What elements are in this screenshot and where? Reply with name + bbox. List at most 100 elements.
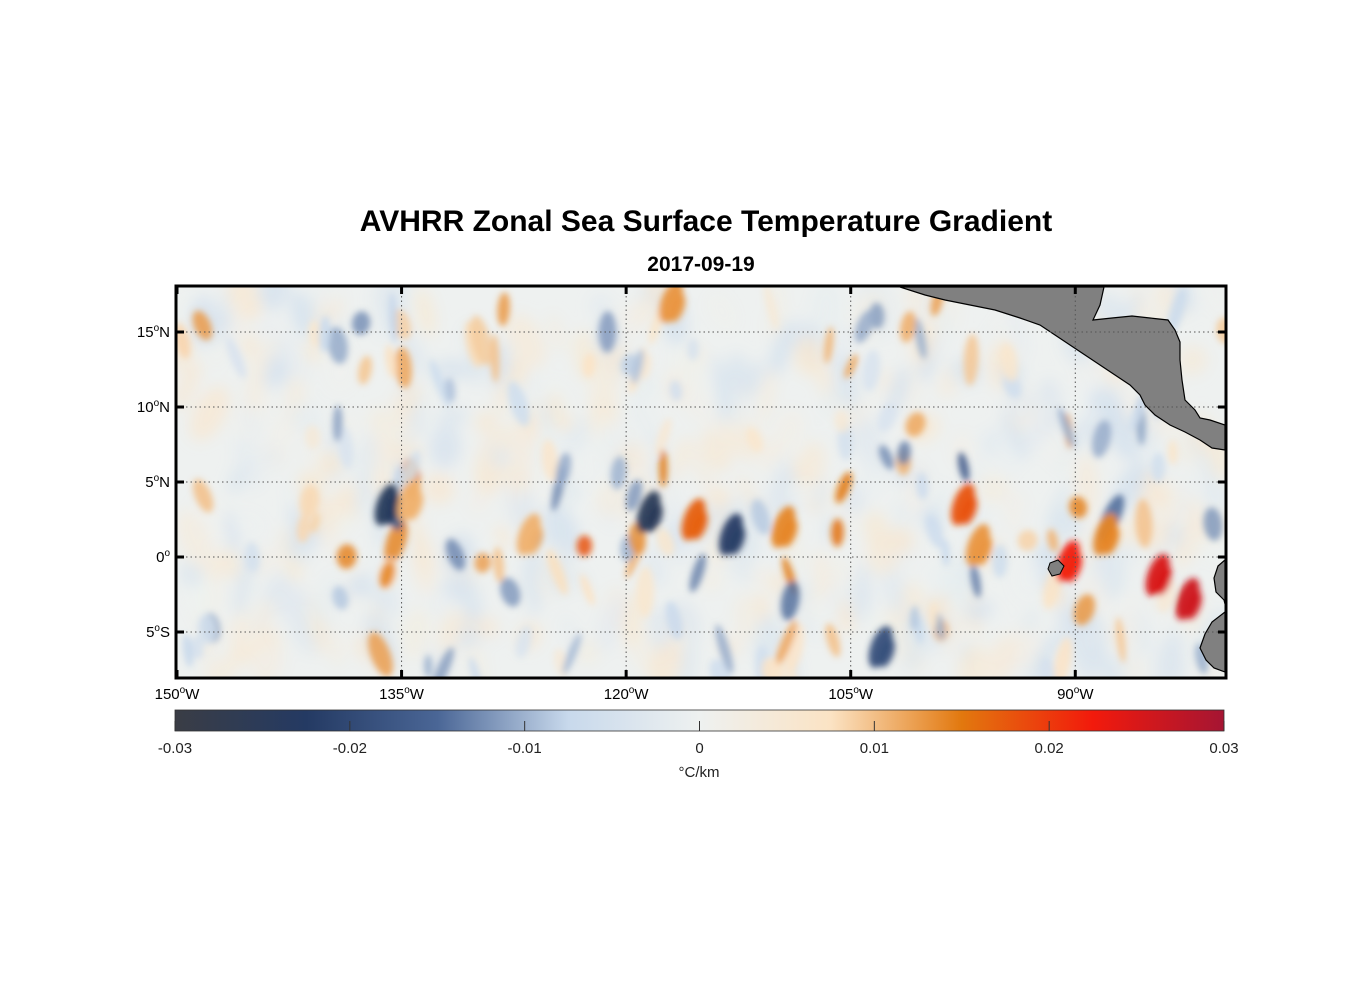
texture-blob bbox=[1069, 415, 1094, 451]
gradient-feature bbox=[975, 536, 993, 566]
gradient-streak bbox=[445, 538, 466, 571]
texture-blob bbox=[794, 336, 823, 376]
gradient-feature bbox=[668, 293, 686, 323]
texture-blob bbox=[233, 555, 254, 616]
gradient-streak bbox=[669, 380, 683, 402]
gradient-streak bbox=[318, 315, 331, 353]
gradient-streak bbox=[351, 311, 371, 335]
texture-blob bbox=[958, 644, 988, 677]
gradient-streak bbox=[1167, 440, 1178, 465]
texture-blob bbox=[1122, 657, 1145, 677]
texture-blob bbox=[238, 399, 263, 445]
land-masses bbox=[899, 287, 1225, 673]
gradient-streak bbox=[385, 344, 397, 379]
texture-blob bbox=[738, 361, 764, 400]
texture-blob bbox=[779, 420, 796, 460]
gradient-streak bbox=[598, 311, 617, 353]
texture-blob bbox=[596, 594, 628, 653]
texture-blob bbox=[1153, 629, 1184, 677]
gradient-streak bbox=[1039, 657, 1055, 677]
texture-blob bbox=[353, 465, 371, 518]
texture-blob bbox=[810, 287, 842, 338]
gradient-streak bbox=[546, 549, 568, 596]
graticule bbox=[177, 287, 1225, 677]
gradient-streak bbox=[310, 512, 321, 533]
gradient-streak bbox=[192, 310, 213, 341]
longitude-label: 120oW bbox=[603, 685, 649, 703]
gradient-streak bbox=[957, 452, 970, 482]
gradient-streak bbox=[915, 472, 929, 500]
texture-blob bbox=[666, 437, 692, 483]
gradient-streak bbox=[1000, 343, 1018, 382]
texture-blob bbox=[887, 366, 910, 415]
texture-blob bbox=[225, 547, 240, 581]
texture-blob bbox=[1196, 447, 1220, 496]
gradient-streak bbox=[332, 405, 343, 442]
texture-blob bbox=[725, 353, 748, 388]
latitude-label: 15oN bbox=[136, 323, 170, 341]
gradient-feature bbox=[384, 496, 401, 525]
gradient-feature bbox=[728, 526, 746, 555]
texture-blob bbox=[233, 511, 266, 538]
texture-blob bbox=[1000, 490, 1027, 515]
colorbar-tick-label: -0.02 bbox=[332, 740, 367, 757]
gradient-streak bbox=[474, 552, 491, 573]
gradient-streak bbox=[844, 354, 858, 379]
texture-blob bbox=[506, 461, 530, 493]
texture-blob bbox=[695, 384, 720, 438]
texture-blob bbox=[988, 635, 1019, 677]
latitude-label: 0o bbox=[156, 548, 170, 566]
texture-blob bbox=[466, 640, 487, 677]
texture-blob bbox=[436, 359, 468, 381]
gradient-streak bbox=[1003, 374, 1022, 399]
texture-blob bbox=[409, 516, 431, 577]
texture-blob bbox=[965, 599, 994, 622]
texture-blob bbox=[1129, 290, 1142, 317]
gradient-streak bbox=[823, 326, 834, 364]
gradient-feature bbox=[1102, 526, 1120, 555]
texture-blob bbox=[759, 367, 776, 423]
texture-blob bbox=[1203, 287, 1225, 319]
gradient-streak bbox=[745, 427, 763, 453]
texture-blob bbox=[346, 573, 376, 597]
gradient-streak bbox=[444, 377, 456, 403]
gradient-streak bbox=[928, 602, 938, 630]
gradient-streak bbox=[490, 333, 500, 383]
gradient-streak bbox=[1069, 496, 1088, 519]
texture-blob bbox=[1006, 508, 1022, 535]
texture-blob bbox=[794, 441, 826, 495]
texture-blob bbox=[455, 567, 483, 621]
gradient-streak bbox=[878, 444, 894, 470]
texture-blob bbox=[850, 561, 872, 622]
texture-blob bbox=[812, 549, 830, 600]
gradient-streak bbox=[424, 654, 433, 677]
texture-blob bbox=[857, 433, 887, 474]
texture-blob bbox=[632, 296, 655, 327]
texture-blob bbox=[256, 444, 283, 470]
texture-blob bbox=[368, 406, 398, 444]
gradient-streak bbox=[687, 338, 699, 361]
texture-blob bbox=[528, 591, 543, 617]
gradient-streak bbox=[636, 566, 655, 618]
texture-blob bbox=[571, 488, 586, 526]
texture-blob bbox=[422, 473, 455, 505]
colorbar-tick-label: -0.03 bbox=[157, 740, 193, 757]
gradient-streak bbox=[507, 381, 530, 427]
gradient-feature bbox=[646, 503, 663, 533]
gradient-feature bbox=[878, 638, 895, 668]
gradient-streak bbox=[750, 499, 771, 535]
texture-blob bbox=[1027, 394, 1055, 453]
gradient-streak bbox=[497, 292, 510, 327]
gradient-streak bbox=[580, 573, 595, 606]
texture-blob bbox=[937, 304, 953, 345]
texture-blob bbox=[595, 432, 620, 456]
gradient-streak bbox=[576, 535, 593, 557]
texture-blob bbox=[1102, 404, 1140, 461]
gradient-streak bbox=[400, 450, 422, 490]
gradient-streak bbox=[941, 538, 951, 567]
gradient-streak bbox=[1017, 530, 1038, 551]
gradient-streak bbox=[582, 353, 596, 378]
texture-blob bbox=[429, 426, 462, 469]
texture-blob bbox=[785, 482, 818, 505]
